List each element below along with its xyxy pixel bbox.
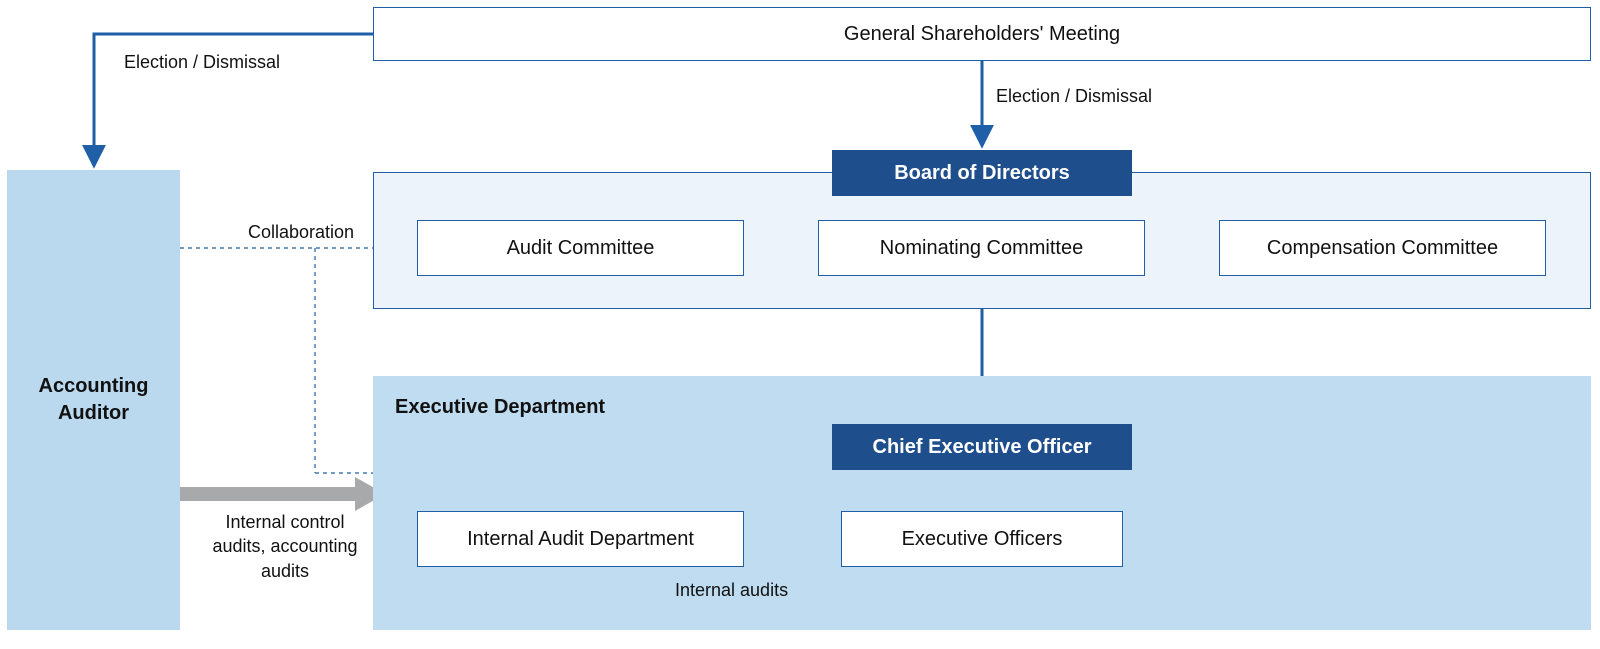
node-compensation-committee: Compensation Committee	[1219, 220, 1546, 276]
node-accounting-auditor: Accounting Auditor	[7, 170, 180, 630]
bod-label: Board of Directors	[894, 162, 1070, 185]
compensation-committee-label: Compensation Committee	[1267, 237, 1498, 260]
node-exec-officers: Executive Officers	[841, 511, 1123, 567]
accounting-auditor-label: Accounting Auditor	[7, 373, 180, 427]
exec-officers-label: Executive Officers	[902, 528, 1063, 551]
label-internal-control-audits: Internal control audits, accounting audi…	[210, 510, 360, 583]
exec-title-label: Executive Department	[395, 396, 605, 419]
label-internal-audits: Internal audits	[675, 580, 788, 601]
ceo-label: Chief Executive Officer	[873, 436, 1092, 459]
edge-internal-control-audits	[180, 477, 385, 511]
nominating-committee-label: Nominating Committee	[880, 237, 1083, 260]
label-election-dismissal-1: Election / Dismissal	[996, 86, 1152, 107]
audit-committee-label: Audit Committee	[507, 237, 655, 260]
label-collaboration: Collaboration	[248, 222, 354, 243]
iad-label: Internal Audit Department	[467, 528, 694, 551]
label-election-dismissal-2: Election / Dismissal	[124, 52, 280, 73]
node-iad: Internal Audit Department	[417, 511, 744, 567]
node-gsm: General Shareholders' Meeting	[373, 7, 1591, 61]
gsm-label: General Shareholders' Meeting	[844, 23, 1120, 46]
node-nominating-committee: Nominating Committee	[818, 220, 1145, 276]
node-bod: Board of Directors	[832, 150, 1132, 196]
node-ceo: Chief Executive Officer	[832, 424, 1132, 470]
node-audit-committee: Audit Committee	[417, 220, 744, 276]
node-exec-title: Executive Department	[395, 392, 695, 422]
